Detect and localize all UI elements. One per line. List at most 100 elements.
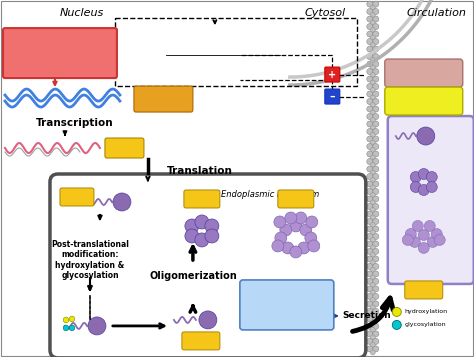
- Circle shape: [367, 54, 373, 60]
- Circle shape: [367, 346, 373, 352]
- Circle shape: [424, 221, 435, 231]
- Text: Adiponectin
Gene: Adiponectin Gene: [144, 94, 182, 105]
- Circle shape: [373, 174, 379, 180]
- Circle shape: [373, 61, 379, 67]
- Circle shape: [373, 76, 379, 82]
- Circle shape: [370, 72, 375, 77]
- Circle shape: [370, 335, 375, 340]
- Circle shape: [418, 230, 429, 241]
- Circle shape: [367, 338, 373, 345]
- Circle shape: [370, 87, 375, 92]
- Circle shape: [373, 136, 379, 142]
- Circle shape: [370, 125, 375, 130]
- Circle shape: [373, 16, 379, 22]
- Circle shape: [370, 327, 375, 332]
- Text: TNFα: TNFα: [406, 95, 442, 107]
- Circle shape: [370, 260, 375, 265]
- FancyBboxPatch shape: [105, 138, 144, 158]
- Circle shape: [373, 69, 379, 75]
- Circle shape: [367, 286, 373, 292]
- Circle shape: [367, 256, 373, 262]
- Circle shape: [373, 241, 379, 247]
- Circle shape: [367, 144, 373, 150]
- Circle shape: [205, 229, 219, 243]
- Circle shape: [367, 39, 373, 45]
- Circle shape: [373, 129, 379, 135]
- FancyBboxPatch shape: [325, 89, 340, 104]
- Circle shape: [195, 233, 209, 247]
- Circle shape: [367, 129, 373, 135]
- Circle shape: [373, 203, 379, 210]
- Circle shape: [367, 76, 373, 82]
- Circle shape: [367, 174, 373, 180]
- Circle shape: [402, 235, 413, 246]
- Circle shape: [373, 308, 379, 315]
- Circle shape: [370, 147, 375, 152]
- Circle shape: [370, 185, 375, 190]
- Text: TZD: TZD: [410, 66, 438, 80]
- Circle shape: [373, 151, 379, 157]
- Circle shape: [373, 1, 379, 7]
- Circle shape: [426, 171, 437, 182]
- Circle shape: [367, 308, 373, 315]
- Circle shape: [367, 136, 373, 142]
- Circle shape: [300, 224, 312, 236]
- Text: Cytosol: Cytosol: [304, 8, 346, 18]
- Circle shape: [370, 132, 375, 137]
- Circle shape: [280, 224, 292, 236]
- FancyBboxPatch shape: [385, 59, 463, 87]
- Circle shape: [370, 342, 375, 347]
- FancyBboxPatch shape: [182, 332, 220, 350]
- FancyBboxPatch shape: [50, 174, 366, 357]
- Circle shape: [418, 242, 429, 253]
- Circle shape: [370, 35, 375, 40]
- Circle shape: [373, 114, 379, 120]
- Circle shape: [373, 46, 379, 52]
- Circle shape: [431, 228, 442, 240]
- Circle shape: [373, 196, 379, 202]
- Circle shape: [367, 293, 373, 300]
- FancyBboxPatch shape: [3, 28, 117, 78]
- Circle shape: [373, 166, 379, 172]
- Circle shape: [367, 69, 373, 75]
- Circle shape: [295, 212, 307, 224]
- Circle shape: [367, 331, 373, 337]
- Circle shape: [367, 46, 373, 52]
- Circle shape: [367, 226, 373, 232]
- Circle shape: [88, 317, 106, 335]
- Circle shape: [367, 323, 373, 330]
- Circle shape: [370, 297, 375, 302]
- Circle shape: [370, 20, 375, 25]
- FancyBboxPatch shape: [184, 190, 220, 208]
- Circle shape: [367, 203, 373, 210]
- Circle shape: [370, 252, 375, 257]
- Circle shape: [290, 246, 302, 258]
- Circle shape: [367, 233, 373, 240]
- Circle shape: [367, 188, 373, 195]
- Text: fAd: fAd: [418, 286, 430, 295]
- Circle shape: [367, 263, 373, 270]
- FancyBboxPatch shape: [60, 188, 94, 206]
- Text: LMW: LMW: [192, 338, 209, 344]
- Circle shape: [367, 24, 373, 30]
- Circle shape: [367, 301, 373, 307]
- Circle shape: [427, 236, 438, 247]
- Circle shape: [373, 84, 379, 90]
- Circle shape: [367, 106, 373, 112]
- Circle shape: [392, 307, 401, 316]
- FancyBboxPatch shape: [385, 87, 463, 115]
- Circle shape: [370, 65, 375, 70]
- Text: Secretion: Secretion: [343, 311, 392, 321]
- Circle shape: [373, 301, 379, 307]
- Circle shape: [69, 325, 75, 331]
- Circle shape: [373, 106, 379, 112]
- Text: Translation: Translation: [167, 166, 233, 176]
- Circle shape: [367, 99, 373, 105]
- Circle shape: [282, 242, 294, 254]
- Circle shape: [370, 42, 375, 47]
- Circle shape: [370, 312, 375, 317]
- Circle shape: [370, 12, 375, 17]
- Circle shape: [373, 39, 379, 45]
- Text: mRNA: mRNA: [113, 145, 135, 151]
- Circle shape: [370, 305, 375, 310]
